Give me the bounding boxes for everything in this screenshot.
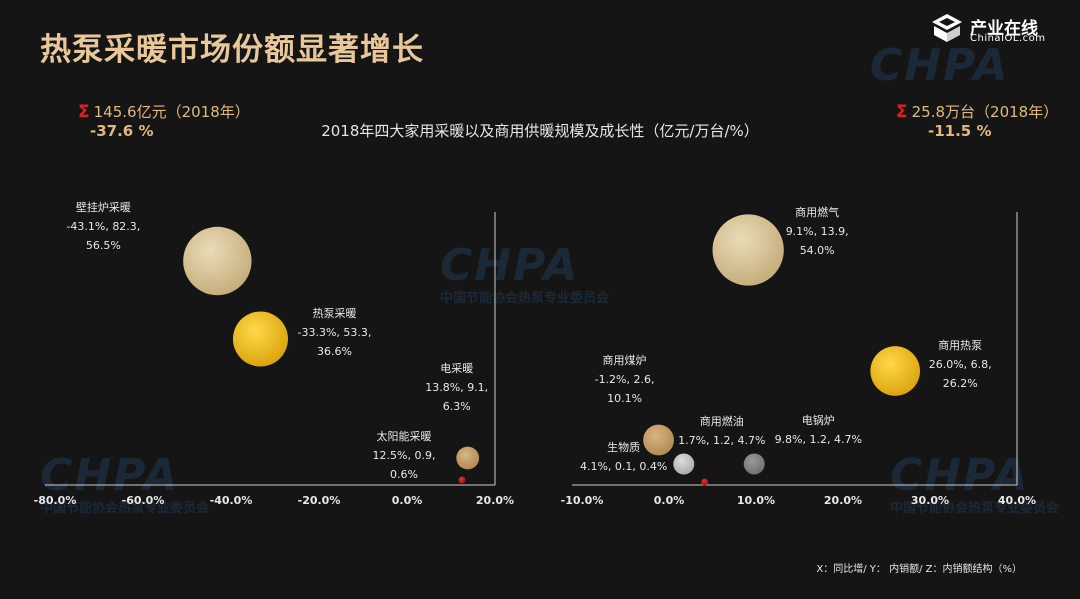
- x-tick-label: 10.0%: [737, 494, 775, 507]
- bubble-label: 0.6%: [390, 468, 418, 481]
- x-tick-label: -60.0%: [122, 494, 165, 507]
- bubble-label: 26.0%, 6.8,: [929, 358, 992, 371]
- bubble-label: 54.0%: [800, 244, 835, 257]
- bubble-label: -1.2%, 2.6,: [595, 373, 655, 386]
- bubble-label: 壁挂炉采暖: [76, 200, 131, 214]
- x-tick-label: 30.0%: [911, 494, 949, 507]
- x-tick-label: 0.0%: [654, 494, 685, 507]
- summary-left-growth: -37.6 %: [90, 122, 154, 140]
- bubble-生物质: [701, 478, 709, 486]
- bubble-label: 商用燃气: [795, 205, 839, 219]
- sigma-icon: Σ: [896, 102, 908, 122]
- bubble-label: 12.5%, 0.9,: [373, 449, 436, 462]
- bubble-label: 6.3%: [443, 400, 471, 413]
- bubble-商用热泵: [870, 346, 921, 396]
- watermark: CHPA 中国节能协会热泵专业委员会: [890, 450, 1060, 516]
- bubble-label: 太阳能采暖: [377, 429, 432, 443]
- logo-icon: [932, 14, 962, 42]
- bubble-label: 4.1%, 0.1, 0.4%: [580, 460, 667, 473]
- x-tick-label: 20.0%: [824, 494, 862, 507]
- bubble-太阳能采暖: [458, 476, 466, 484]
- x-tick-label: 20.0%: [476, 494, 514, 507]
- x-tick-label: -20.0%: [298, 494, 341, 507]
- x-tick-label: 40.0%: [998, 494, 1036, 507]
- bubble-label: 电采暖: [440, 362, 473, 375]
- page-title: 热泵采暖市场份额显著增长: [40, 32, 424, 68]
- watermark: CHPA 中国节能协会热泵专业委员会: [440, 240, 610, 306]
- bubble-label: 9.8%, 1.2, 4.7%: [775, 433, 862, 446]
- watermark: CHPA: [870, 40, 1010, 91]
- axis-legend-note: X：同比增/ Y： 内销额/ Z：内销额结构（%）: [816, 564, 1022, 575]
- bubble-label: 56.5%: [86, 239, 121, 252]
- bubble-label: 商用煤炉: [603, 353, 647, 367]
- bubble-label: 13.8%, 9.1,: [425, 381, 488, 394]
- bubble-label: 1.7%, 1.2, 4.7%: [678, 434, 765, 447]
- watermark: CHPA 中国节能协会热泵专业委员会: [40, 450, 210, 516]
- bubble-label: 9.1%, 13.9,: [786, 225, 849, 238]
- bubble-label: 26.2%: [943, 377, 978, 390]
- bubble-label: 热泵采暖: [312, 307, 356, 320]
- x-tick-label: -80.0%: [34, 494, 77, 507]
- summary-right-value: 25.8万台（2018年）: [911, 103, 1059, 121]
- bubble-label: -33.3%, 53.3,: [298, 326, 372, 339]
- bubble-label: -43.1%, 82.3,: [66, 220, 140, 233]
- bubble-label: 电锅炉: [802, 414, 835, 427]
- bubble-商用燃气: [712, 214, 784, 286]
- summary-left-value: 145.6亿元（2018年）: [93, 103, 250, 121]
- bubble-label: 商用燃油: [700, 414, 744, 428]
- bubble-label: 商用热泵: [938, 338, 982, 352]
- summary-right-growth: -11.5 %: [928, 122, 992, 140]
- bubble-电采暖: [456, 446, 480, 470]
- bubble-商用燃油: [673, 453, 695, 475]
- bubble-热泵采暖: [232, 311, 289, 367]
- logo-name: 产业在线: [970, 19, 1038, 39]
- bubble-label: 生物质: [607, 440, 640, 454]
- x-tick-label: -10.0%: [561, 494, 604, 507]
- brand-logo: 产业在线 ChinaIOL.com: [930, 12, 1062, 48]
- sigma-icon: Σ: [78, 102, 90, 122]
- summary-right: Σ 25.8万台（2018年） -11.5 %: [896, 103, 1058, 141]
- bubble-label: 36.6%: [317, 345, 352, 358]
- x-tick-label: -40.0%: [210, 494, 253, 507]
- bubble-商用煤炉: [643, 424, 674, 456]
- summary-left: Σ 145.6亿元（2018年） -37.6 %: [78, 103, 250, 141]
- logo-sub: ChinaIOL.com: [970, 33, 1046, 44]
- x-tick-label: 0.0%: [392, 494, 423, 507]
- chart-subtitle: 2018年四大家用采暖以及商用供暖规模及成长性（亿元/万台/%）: [321, 122, 759, 140]
- bubble-电锅炉: [743, 453, 765, 475]
- bubble-label: 10.1%: [607, 392, 642, 405]
- bubble-壁挂炉采暖: [183, 226, 252, 296]
